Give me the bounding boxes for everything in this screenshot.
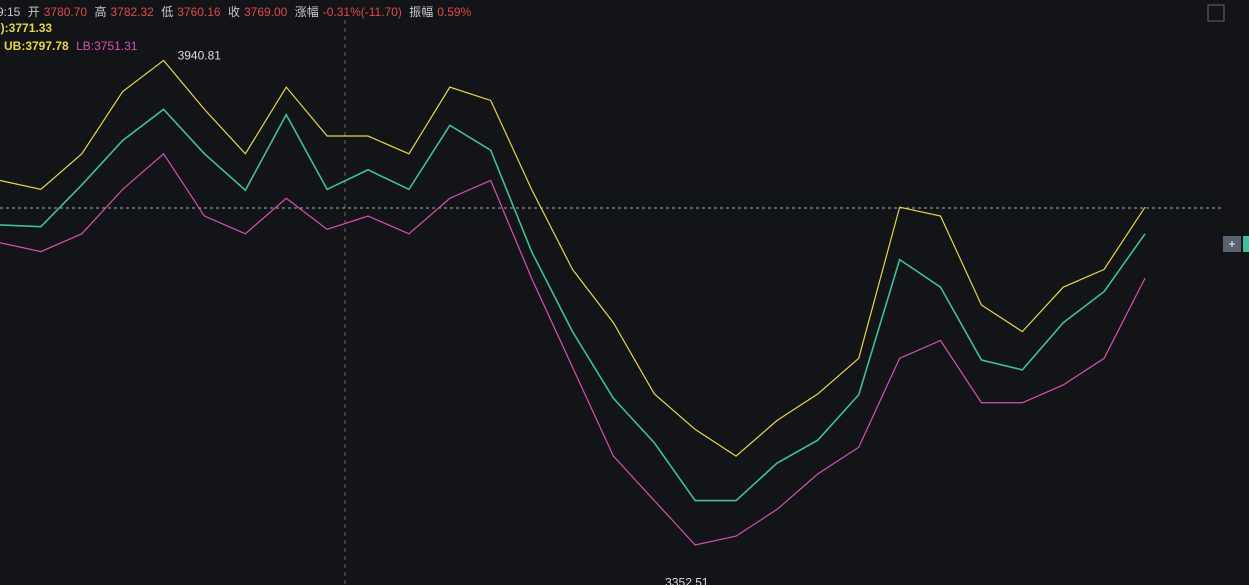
value: 3782.32 [110, 5, 154, 19]
value: 0.59% [437, 5, 472, 19]
label: 涨幅 [294, 5, 319, 19]
band-row: UB:3797.78 LB:3751.31 [4, 39, 141, 53]
label: 高 [94, 5, 107, 19]
value: -0.31%(-11.70) [322, 5, 402, 19]
ohlc-row: 9:15 开 3780.70 高 3782.32 低 3760.16 收 3769.00… [0, 3, 475, 20]
label: 振幅 [409, 5, 434, 19]
min-label: 3352.51 [665, 575, 709, 585]
ub-value: UB:3797.78 [4, 39, 69, 53]
value: 3769.00 [243, 5, 288, 19]
fullscreen-icon[interactable] [1207, 4, 1225, 22]
time: 9:15 [0, 5, 21, 19]
lb-value: LB:3751.31 [76, 39, 138, 53]
add-icon: + [1228, 237, 1235, 251]
label: 开 [27, 5, 40, 19]
label: 收 [227, 5, 240, 19]
max-label: 3940.81 [178, 48, 222, 62]
series-line [0, 108, 1146, 502]
mid-value: 0):3771.33 [0, 21, 53, 35]
label: 低 [161, 5, 174, 19]
value: 3780.70 [43, 5, 88, 19]
series-line [0, 59, 1146, 457]
value: 3760.16 [177, 5, 221, 19]
series-line [0, 152, 1146, 546]
price-tag [1243, 236, 1249, 252]
add-button[interactable] [1223, 236, 1241, 252]
mid-row: 0):3771.33 [0, 21, 56, 35]
